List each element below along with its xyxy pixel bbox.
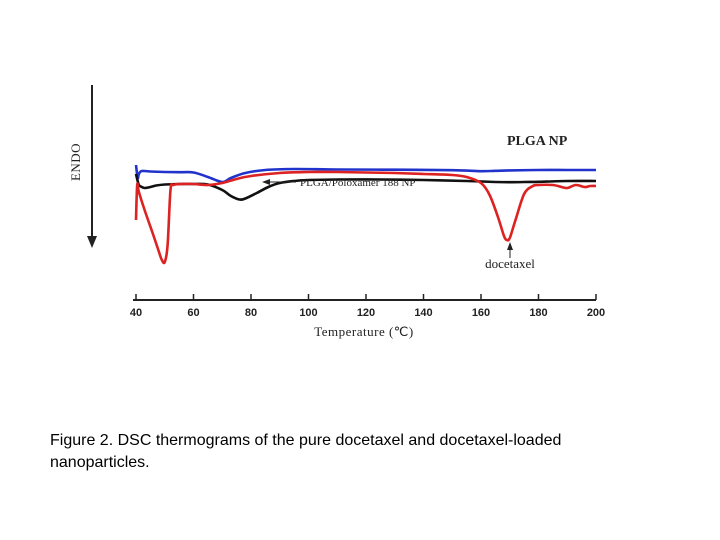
x-tick-label: 180 <box>529 307 547 319</box>
label-plga-np: PLGA NP <box>507 134 568 149</box>
series-line-docetaxel <box>134 170 597 265</box>
label-plga-poloxamer-np: PLGA/Poloxamer 188 NP <box>300 177 416 189</box>
label-docetaxel: docetaxel <box>485 256 535 271</box>
x-tick-label: 200 <box>587 307 605 319</box>
y-axis-label: ENDO <box>68 143 83 181</box>
x-tick-label: 60 <box>187 307 199 319</box>
endo-arrow <box>87 85 97 248</box>
x-tick-label: 160 <box>472 307 490 319</box>
series-line-plga-poloxamer-188-np <box>134 173 597 201</box>
series-line-plga-np <box>134 164 596 184</box>
arrow-docetaxel <box>507 242 513 258</box>
x-tick-label: 80 <box>245 307 257 319</box>
x-axis-ticks: 40 60 80 100 120 140 160 180 200 <box>130 294 605 319</box>
x-tick-label: 140 <box>414 307 432 319</box>
x-tick-label: 40 <box>130 307 142 319</box>
figure-caption: Figure 2. DSC thermograms of the pure do… <box>50 432 562 471</box>
arrow-poloxamer <box>262 179 296 185</box>
x-tick-label: 120 <box>357 307 375 319</box>
x-axis-label: Temperature (℃) <box>314 324 414 339</box>
x-tick-label: 100 <box>299 307 317 319</box>
series-layer <box>134 164 597 265</box>
